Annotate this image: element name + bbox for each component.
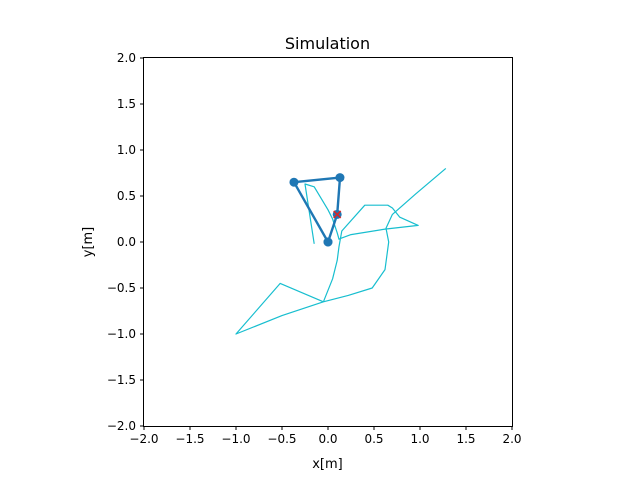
x-tick-label: 1.0 [410, 432, 429, 446]
series-layer [235, 167, 447, 335]
y-tick-label: 2.0 [117, 51, 136, 65]
x-tick-label: −0.5 [267, 432, 296, 446]
y-tick-label: 0.0 [117, 235, 136, 249]
x-tick-label: 0.0 [318, 432, 337, 446]
y-tick-label: 0.5 [117, 189, 136, 203]
x-tick-label: −2.0 [129, 432, 158, 446]
x-tick-label: 0.5 [364, 432, 383, 446]
target-marker [333, 210, 342, 219]
y-tick-label: −2.0 [107, 419, 136, 433]
y-tick-label: 1.0 [117, 143, 136, 157]
x-tick-label: −1.0 [221, 432, 250, 446]
x-tick-label: 2.0 [502, 432, 521, 446]
y-axis-ticks: −2.0 −1.5 −1.0 −0.5 0.0 0.5 1.0 1.5 2.0 [107, 51, 144, 433]
chart-title: Simulation [285, 34, 370, 53]
joint-point [289, 177, 299, 187]
y-axis-label: y[m] [81, 227, 96, 258]
target-marker-stroke [333, 210, 342, 219]
y-tick-label: −0.5 [107, 281, 136, 295]
x-axis-ticks: −2.0 −1.5 −1.0 −0.5 0.0 0.5 1.0 1.5 2.0 [129, 426, 522, 446]
y-tick-label: −1.5 [107, 373, 136, 387]
y-tick-label: −1.0 [107, 327, 136, 341]
trajectory-line [235, 167, 447, 335]
y-tick-label: 1.5 [117, 97, 136, 111]
x-tick-label: −1.5 [175, 432, 204, 446]
joint-point [335, 173, 345, 183]
x-axis-label: x[m] [312, 457, 343, 472]
link-line [292, 176, 342, 243]
joint-point [323, 237, 333, 247]
x-tick-label: 1.5 [456, 432, 475, 446]
